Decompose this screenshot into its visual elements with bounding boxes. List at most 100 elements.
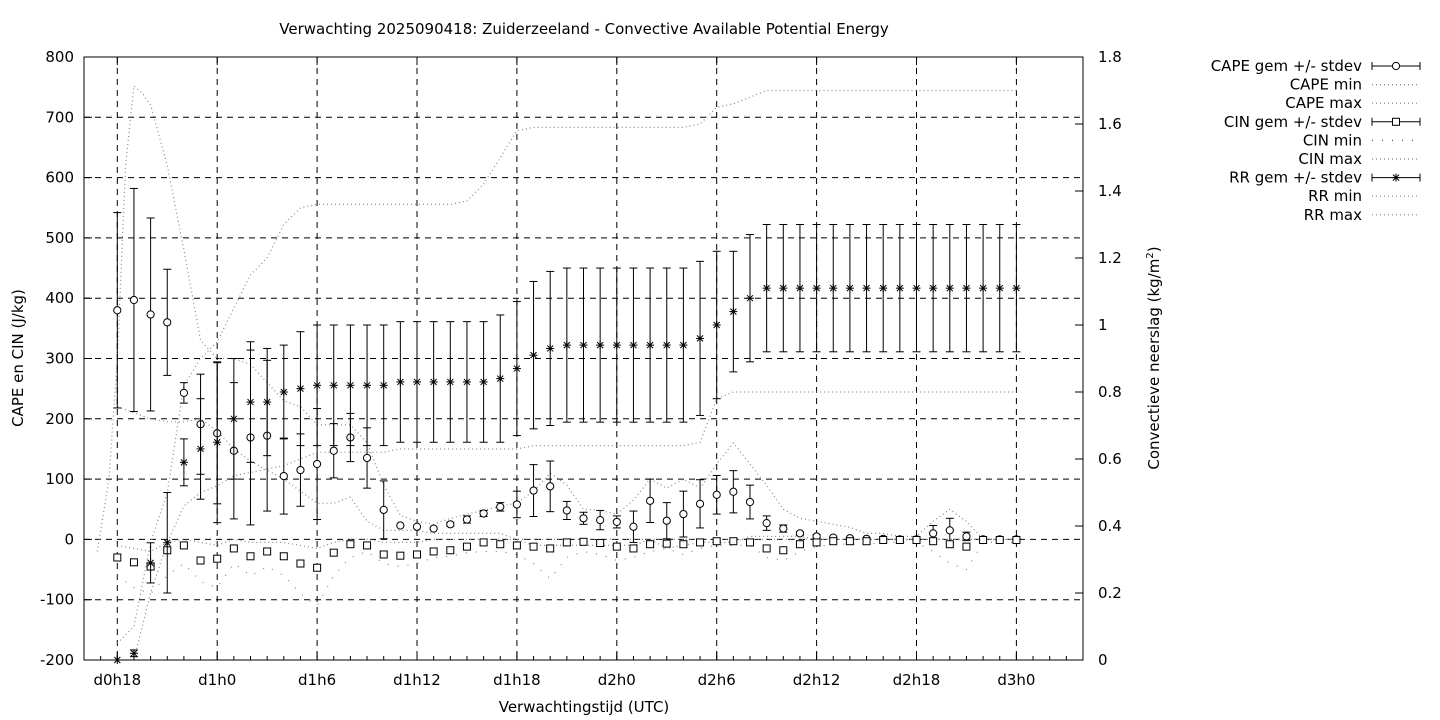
cape-gem-stdev-point: [313, 459, 322, 469]
star-stroke: [263, 398, 271, 406]
star-stroke: [546, 345, 554, 352]
star-stroke: [796, 284, 804, 292]
cin-gem-stdev-point: [1012, 536, 1021, 545]
star-stroke: [713, 321, 721, 329]
cape-gem-stdev-point: [362, 453, 372, 463]
cin-gem-stdev-point: [812, 538, 821, 547]
y2-axis-label: Convectieve neerslag (kg/m2): [1145, 246, 1163, 469]
cape-gem-stdev-point: [529, 486, 538, 495]
star-stroke: [996, 284, 1004, 292]
cin-gem-stdev-point: [279, 552, 288, 561]
rr-gem-stdev-point: [196, 444, 205, 453]
cin-gem-stdev-point: [263, 547, 272, 556]
cape-gem-stdev-point: [379, 505, 388, 514]
cin-gem-stdev-point: [995, 536, 1004, 545]
star-stroke: [180, 458, 188, 466]
cape-gem-stdev-point: [795, 529, 805, 538]
y-axis-label: CAPE en CIN (J/kg): [9, 289, 27, 427]
star-stroke: [213, 438, 221, 446]
y2-tick-label: 1.8: [1098, 48, 1122, 66]
cin-gem-stdev-point: [862, 537, 871, 546]
star-stroke: [563, 341, 571, 349]
rr-gem-stdev-point: [496, 374, 505, 383]
y2-tick-label: 1.2: [1098, 249, 1122, 267]
rr-gem-stdev-point: [529, 351, 538, 360]
cape-gem-stdev-point: [679, 509, 688, 519]
rr-gem-stdev-point: [479, 377, 488, 386]
cin-gem-stdev-point: [246, 552, 255, 561]
star-stroke: [729, 308, 737, 315]
cape-gem-stdev-point: [279, 471, 288, 481]
cape-gem-stdev-point: [462, 515, 472, 524]
x-tick-label: d1h18: [493, 671, 541, 689]
star-stroke: [763, 284, 771, 292]
cin-gem-stdev-point: [945, 540, 954, 549]
rr-gem-stdev-point: [712, 321, 721, 329]
cin-gem-stdev-point: [213, 554, 222, 563]
star-stroke: [147, 559, 154, 567]
cape-gem-stdev-point: [396, 521, 405, 530]
rr-gem-stdev-point: [429, 377, 438, 386]
cin-gem-stdev-point: [446, 546, 455, 555]
star-stroke: [879, 284, 887, 292]
star-stroke: [580, 341, 587, 349]
rr-gem-stdev-point: [679, 341, 688, 350]
rr-gem-stdev-point: [729, 307, 738, 316]
star-stroke: [363, 381, 371, 389]
cin-gem-stdev-point: [929, 537, 938, 546]
rr-gem-stdev-point: [246, 398, 255, 407]
cape-gem-stdev-point: [629, 522, 638, 531]
cape-gem-stdev-point: [745, 497, 755, 507]
star-stroke: [863, 284, 870, 292]
star-stroke: [347, 381, 354, 389]
rr-gem-stdev-point: [662, 341, 671, 350]
rr-gem-stdev-point: [296, 384, 305, 393]
cape-gem-stdev-point: [962, 532, 971, 541]
star-stroke: [630, 341, 637, 349]
cape-gem-stdev-point: [929, 529, 938, 538]
cape-gem-stdev-point: [695, 499, 705, 508]
cape-gem-stdev-point: [945, 526, 954, 535]
cape-gem-stdev-point: [562, 506, 571, 515]
star-stroke: [846, 284, 854, 292]
rr-gem-stdev-point: [446, 377, 455, 386]
rr-gem-stdev-point: [329, 381, 338, 390]
cape-gem-stdev-point: [712, 490, 721, 499]
cape-gem-stdev-point: [546, 482, 555, 491]
cape-gem-stdev-point: [412, 522, 422, 531]
x-tick-label: d1h0: [198, 671, 236, 689]
x-axis-label: Verwachtingstijd (UTC): [499, 698, 670, 716]
star-stroke: [330, 381, 338, 389]
rr-gem-stdev-point: [379, 381, 388, 390]
star-stroke: [297, 385, 304, 393]
rr-gem-stdev-point: [163, 538, 172, 547]
y2-axis-label-main: Convectieve neerslag (kg/m: [1145, 259, 1163, 470]
rr-gem-stdev-point: [1012, 284, 1021, 293]
legend-marker: [1392, 173, 1400, 182]
cin-gem-stdev-point: [329, 548, 338, 557]
cape-gem-stdev-point: [646, 496, 655, 505]
rr-min-line: [117, 391, 1017, 661]
y2-tick-label: 0.2: [1098, 584, 1122, 602]
rr-gem-stdev-point: [346, 381, 355, 390]
cin-gem-stdev-point: [779, 546, 788, 555]
rr-gem-stdev-point: [779, 284, 788, 293]
star-stroke: [130, 649, 138, 657]
rr-gem-stdev-point: [812, 284, 821, 293]
rr-gem-stdev-point: [579, 341, 588, 350]
star-stroke: [413, 378, 421, 386]
star-stroke: [530, 351, 537, 359]
x-axis-ticks: d0h18 d1h0 d1h6 d1h12 d1h18 d2h0 d2h6 d2h12 d2h1…: [83, 57, 1084, 689]
cape-gem-stdev-point: [779, 524, 788, 533]
y2-tick-label: 0.8: [1098, 383, 1122, 401]
min-max-lines: [96, 84, 1017, 661]
cin-gem-stdev-point: [795, 540, 804, 549]
cape-min-line: [117, 406, 1017, 550]
cin-gem-stdev-point: [762, 544, 771, 553]
cin-gem-stdev-point: [729, 537, 738, 546]
star-stroke: [247, 398, 254, 406]
cin-gem-stdev-point: [529, 542, 538, 551]
legend-label: RR min: [1308, 187, 1362, 205]
rr-gem-stdev-point: [596, 341, 605, 350]
